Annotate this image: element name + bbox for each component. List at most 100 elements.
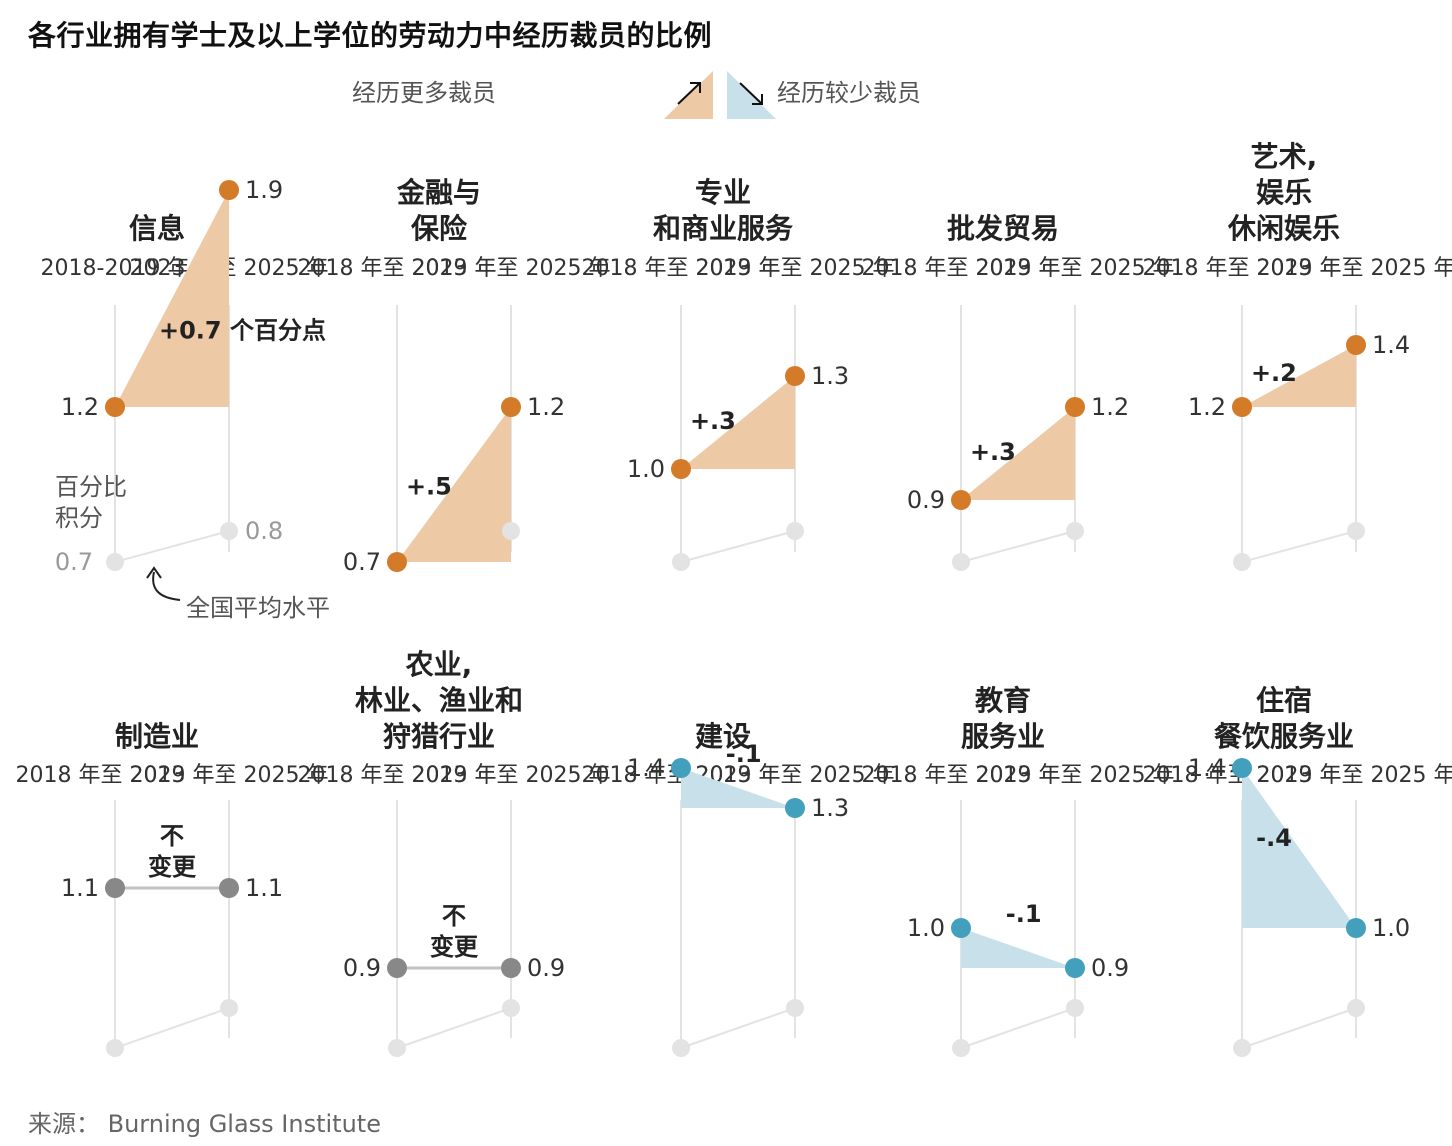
national-avg-dot-start bbox=[952, 553, 970, 571]
panel-name-line: 服务业 bbox=[961, 720, 1045, 753]
change-label: +.2 bbox=[1251, 359, 1297, 387]
national-avg-line bbox=[960, 530, 1076, 563]
change-triangle bbox=[397, 407, 511, 562]
period-label-end: 2023 年至 2025 年 bbox=[1257, 763, 1452, 788]
value-label-start: 0.7 bbox=[343, 548, 381, 576]
period-label-end: 2023 年至 2025 年 bbox=[1257, 256, 1452, 281]
legend-up-arrow-icon bbox=[677, 82, 701, 105]
unit-label-line: 百分比 bbox=[55, 473, 127, 501]
value-dot-end bbox=[501, 958, 521, 978]
legend-more-label: 经历更多裁员 bbox=[352, 79, 496, 107]
panel-name-line: 艺术, bbox=[1251, 140, 1318, 173]
value-dot-end bbox=[219, 878, 239, 898]
value-dot-end bbox=[785, 366, 805, 386]
national-avg-line bbox=[1241, 530, 1357, 563]
panel-name-line: 林业、渔业和 bbox=[355, 684, 523, 717]
value-dot-start bbox=[105, 397, 125, 417]
change-label: +.3 bbox=[970, 438, 1016, 466]
value-dot-end bbox=[785, 798, 805, 818]
period-label-start: 2018 年至 2019 年 bbox=[862, 256, 1061, 281]
national-avg-dot-end bbox=[1347, 522, 1365, 540]
national-avg-dot-end bbox=[786, 522, 804, 540]
national-avg-dot-end bbox=[1347, 999, 1365, 1017]
national-avg-line bbox=[114, 530, 230, 563]
change-label: +.5 bbox=[406, 472, 452, 500]
period-label-end: 2023 年至 2025 年 bbox=[412, 763, 611, 788]
value-label-end: 1.3 bbox=[811, 362, 849, 390]
value-label-start: 1.2 bbox=[61, 393, 99, 421]
national-avg-dot-start bbox=[1233, 553, 1251, 571]
panel-name-line: 狩猎行业 bbox=[383, 720, 495, 753]
panel-name-line: 制造业 bbox=[115, 720, 199, 753]
national-avg-dot-start bbox=[672, 1039, 690, 1057]
value-dot-start bbox=[1232, 758, 1252, 778]
legend-less-label: 经历较少裁员 bbox=[777, 79, 921, 107]
value-dot-end bbox=[1346, 335, 1366, 355]
national-avg-line bbox=[680, 1007, 796, 1049]
period-label-end: 2023 年至 2025 年 bbox=[130, 763, 329, 788]
period-label-start: 2018 年至 2019 年 bbox=[1143, 256, 1342, 281]
period-label-start: 2018 年至 2019 年 bbox=[298, 763, 497, 788]
value-label-end: 1.2 bbox=[527, 393, 565, 421]
value-dot-end bbox=[501, 397, 521, 417]
period-label-end: 2023 年至 2025 年 bbox=[412, 256, 611, 281]
change-label: -.1 bbox=[726, 740, 762, 768]
value-dot-end bbox=[1065, 397, 1085, 417]
value-label-end: 0.9 bbox=[1091, 954, 1129, 982]
value-dot-end bbox=[219, 180, 239, 200]
value-label-start: 1.1 bbox=[61, 874, 99, 902]
national-avg-callout: 全国平均水平 bbox=[186, 594, 330, 622]
panel-name-line: 餐饮服务业 bbox=[1214, 720, 1354, 753]
national-avg-line bbox=[960, 1007, 1076, 1049]
national-avg-label-start: 0.7 bbox=[55, 548, 93, 576]
value-dot-start bbox=[671, 758, 691, 778]
no-change-label-line: 变更 bbox=[148, 853, 197, 881]
national-avg-dot-end bbox=[1066, 522, 1084, 540]
period-label-start: 2018 年至 2019 年 bbox=[16, 763, 215, 788]
value-label-start: 1.2 bbox=[1188, 393, 1226, 421]
no-change-label-line: 不 bbox=[442, 902, 466, 930]
national-avg-dot-end bbox=[502, 999, 520, 1017]
value-label-start: 0.9 bbox=[907, 486, 945, 514]
no-change-label-line: 变更 bbox=[430, 933, 479, 961]
change-label: -.4 bbox=[1256, 824, 1292, 852]
value-label-start: 1.4 bbox=[1188, 754, 1226, 782]
panel-name-line: 建设 bbox=[695, 720, 751, 753]
value-label-start: 0.9 bbox=[343, 954, 381, 982]
national-avg-line bbox=[114, 1007, 230, 1049]
chart-title: 各行业拥有学士及以上学位的劳动力中经历裁员的比例 bbox=[28, 19, 713, 52]
value-label-end: 1.0 bbox=[1372, 914, 1410, 942]
national-avg-line bbox=[396, 1007, 512, 1049]
national-avg-dot-end bbox=[1066, 999, 1084, 1017]
panel-name-line: 金融与 bbox=[396, 176, 481, 209]
panel-name-line: 信息 bbox=[129, 212, 185, 245]
value-label-end: 1.9 bbox=[245, 176, 283, 204]
panel-name-line: 专业 bbox=[695, 176, 751, 209]
period-label-start: 2018-2019 年 bbox=[41, 256, 190, 281]
value-label-start: 1.0 bbox=[907, 914, 945, 942]
value-label-end: 0.9 bbox=[527, 954, 565, 982]
panel-name-line: 批发贸易 bbox=[947, 212, 1059, 245]
panel-name-line: 娱乐 bbox=[1256, 176, 1312, 209]
legend-up-arrowhead-icon bbox=[690, 82, 701, 93]
national-avg-dot-start bbox=[672, 553, 690, 571]
value-label-start: 1.0 bbox=[627, 455, 665, 483]
panel-name-line: 休闲娱乐 bbox=[1227, 212, 1340, 245]
change-label: +0.7 个百分点 bbox=[159, 317, 326, 345]
panel-name-line: 住宿 bbox=[1256, 684, 1312, 717]
value-dot-start bbox=[951, 490, 971, 510]
panel-name-line: 农业, bbox=[405, 648, 473, 681]
value-dot-start bbox=[387, 958, 407, 978]
value-label-start: 1.4 bbox=[627, 754, 665, 782]
change-triangle bbox=[681, 376, 795, 469]
change-triangle bbox=[1242, 345, 1356, 407]
value-dot-start bbox=[951, 918, 971, 938]
national-avg-dot-end bbox=[220, 999, 238, 1017]
